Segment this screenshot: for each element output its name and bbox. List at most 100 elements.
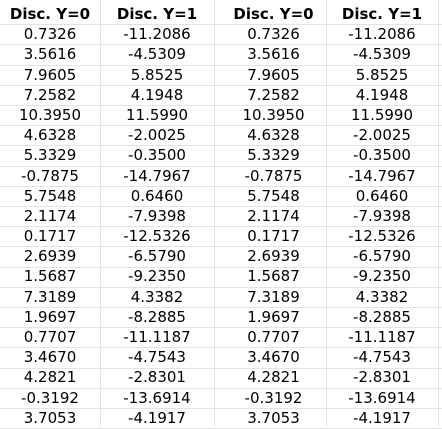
cell-disc-y0[interactable]: -0.7875 (244, 166, 303, 185)
cell-disc-y1[interactable]: -8.2885 (128, 307, 186, 326)
cell-disc-y0[interactable]: 2.1174 (23, 206, 77, 225)
cell-disc-y0[interactable]: 10.3950 (18, 105, 82, 124)
grid-line-horizontal (0, 226, 442, 228)
cell-disc-y0[interactable]: 0.1717 (23, 227, 77, 246)
cell-disc-y1[interactable]: 4.1948 (355, 85, 409, 104)
cell-disc-y1[interactable]: -14.7967 (123, 166, 191, 185)
cell-disc-y0[interactable]: 0.7326 (23, 25, 77, 44)
cell-disc-y1[interactable]: 0.6460 (355, 186, 409, 205)
cell-disc-y1[interactable]: -11.1187 (348, 328, 416, 346)
cell-disc-y0[interactable]: -0.3192 (244, 388, 303, 407)
table-row: 4.2821 -2.8301 (0, 367, 214, 387)
cell-disc-y0[interactable]: 3.4670 (247, 348, 300, 367)
cell-disc-y1[interactable]: -6.5790 (128, 247, 186, 266)
grid-line-horizontal (0, 206, 442, 207)
cell-disc-y0[interactable]: 1.5687 (23, 267, 77, 286)
cell-disc-y1[interactable]: -11.1187 (123, 328, 191, 346)
table-row: 7.3189 4.3382 (221, 287, 438, 307)
header-disc-y1[interactable]: Disc. Y=1 (116, 5, 198, 23)
cell-disc-y1[interactable]: 0.6460 (130, 186, 184, 205)
table-row: 5.3329 -0.3500 (0, 145, 214, 165)
cell-disc-y0[interactable]: 5.3329 (23, 146, 77, 165)
header-disc-y0[interactable]: Disc. Y=0 (9, 5, 91, 23)
cell-disc-y0[interactable]: 1.5687 (247, 267, 300, 286)
cell-disc-y0[interactable]: 1.9697 (247, 307, 300, 326)
cell-disc-y1[interactable]: -6.5790 (353, 247, 411, 266)
cell-disc-y0[interactable]: 0.1717 (247, 227, 300, 246)
cell-disc-y1[interactable]: -2.8301 (353, 368, 411, 387)
table-row: -0.3192 -13.6914 (221, 388, 438, 408)
cell-disc-y0[interactable]: 0.7326 (247, 25, 300, 44)
cell-disc-y1[interactable]: -9.2350 (353, 267, 411, 286)
cell-disc-y0[interactable]: 0.7707 (247, 328, 300, 346)
cell-disc-y1[interactable]: -13.6914 (348, 388, 416, 407)
cell-disc-y0[interactable]: 5.7548 (23, 186, 77, 205)
cell-disc-y0[interactable]: 3.7053 (23, 408, 77, 427)
cell-disc-y1[interactable]: -14.7967 (348, 166, 416, 185)
cell-disc-y0[interactable]: 2.6939 (247, 247, 300, 266)
cell-disc-y0[interactable]: 2.6939 (23, 247, 77, 266)
cell-disc-y1[interactable]: -13.6914 (123, 388, 191, 407)
cell-disc-y0[interactable]: 3.5616 (247, 45, 300, 64)
table-row: 3.7053 -4.1917 (221, 408, 438, 428)
cell-disc-y0[interactable]: -0.3192 (21, 388, 79, 407)
cell-disc-y0[interactable]: 7.9605 (247, 65, 300, 84)
cell-disc-y0[interactable]: 7.9605 (23, 65, 77, 84)
cell-disc-y0[interactable]: 4.2821 (247, 368, 300, 387)
cell-disc-y0[interactable]: 10.3950 (242, 105, 305, 124)
cell-disc-y1[interactable]: -2.0025 (353, 126, 411, 145)
cell-disc-y1[interactable]: 11.5990 (350, 105, 414, 124)
header-disc-y0[interactable]: Disc. Y=0 (233, 5, 314, 23)
cell-disc-y1[interactable]: 5.8525 (130, 65, 184, 84)
cell-disc-y1[interactable]: -9.2350 (128, 267, 186, 286)
cell-disc-y1[interactable]: -12.5326 (348, 227, 416, 246)
table-row: 7.9605 5.8525 (221, 65, 438, 85)
cell-disc-y0[interactable]: 4.2821 (23, 368, 77, 387)
header-disc-y1[interactable]: Disc. Y=1 (341, 5, 423, 23)
cell-disc-y1[interactable]: -11.2086 (348, 25, 416, 44)
cell-disc-y0[interactable]: 5.7548 (247, 186, 300, 205)
cell-disc-y0[interactable]: 3.4670 (23, 348, 77, 367)
cell-disc-y1[interactable]: -4.7543 (353, 348, 411, 367)
cell-disc-y0[interactable]: -0.7875 (21, 166, 79, 185)
cell-disc-y1[interactable]: -4.1917 (353, 408, 411, 427)
cell-disc-y1[interactable]: -0.3500 (353, 146, 411, 165)
cell-disc-y0[interactable]: 3.5616 (23, 45, 77, 64)
table-row: 2.1174 -7.9398 (0, 206, 214, 226)
cell-disc-y1[interactable]: -2.8301 (128, 368, 186, 387)
cell-disc-y0[interactable]: 0.7707 (23, 328, 77, 346)
cell-disc-y0[interactable]: 2.1174 (247, 206, 300, 225)
grid-line-horizontal (0, 185, 442, 187)
cell-disc-y0[interactable]: 7.2582 (23, 85, 77, 104)
cell-disc-y0[interactable]: 4.6328 (23, 126, 77, 145)
cell-disc-y1[interactable]: -4.7543 (128, 348, 186, 367)
cell-disc-y1[interactable]: 4.1948 (130, 85, 184, 104)
cell-disc-y0[interactable]: 1.9697 (23, 307, 77, 326)
cell-disc-y1[interactable]: -4.5309 (128, 45, 186, 64)
cell-disc-y1[interactable]: 5.8525 (355, 65, 409, 84)
cell-disc-y1[interactable]: -7.9398 (353, 206, 411, 225)
cell-disc-y1[interactable]: -11.2086 (123, 25, 191, 44)
table-body: 0.7326 -11.2086 3.5616 -4.5309 7.9605 5.8525 7… (221, 24, 438, 428)
table-row: 3.7053 -4.1917 (0, 408, 214, 428)
cell-disc-y0[interactable]: 7.3189 (247, 287, 300, 306)
cell-disc-y0[interactable]: 4.6328 (247, 126, 300, 145)
cell-disc-y0[interactable]: 3.7053 (247, 408, 300, 427)
cell-disc-y1[interactable]: 4.3382 (355, 287, 409, 306)
table-row: 0.7707 -11.1187 (0, 327, 214, 347)
discriminant-table-right: Disc. Y=0 Disc. Y=1 0.7326 -11.2086 3.5616… (221, 4, 438, 428)
cell-disc-y0[interactable]: 7.3189 (23, 287, 77, 306)
cell-disc-y1[interactable]: -12.5326 (123, 227, 191, 246)
cell-disc-y0[interactable]: 5.3329 (247, 146, 300, 165)
cell-disc-y1[interactable]: -8.2885 (353, 307, 411, 326)
table-row: 3.5616 -4.5309 (221, 44, 438, 64)
cell-disc-y1[interactable]: -4.1917 (128, 408, 186, 427)
cell-disc-y1[interactable]: 11.5990 (125, 105, 189, 124)
cell-disc-y0[interactable]: 7.2582 (247, 85, 300, 104)
cell-disc-y1[interactable]: -0.3500 (128, 146, 186, 165)
cell-disc-y1[interactable]: -4.5309 (353, 45, 411, 64)
cell-disc-y1[interactable]: 4.3382 (130, 287, 184, 306)
table-row: 3.4670 -4.7543 (0, 347, 214, 367)
cell-disc-y1[interactable]: -2.0025 (128, 126, 186, 145)
cell-disc-y1[interactable]: -7.9398 (128, 206, 186, 225)
